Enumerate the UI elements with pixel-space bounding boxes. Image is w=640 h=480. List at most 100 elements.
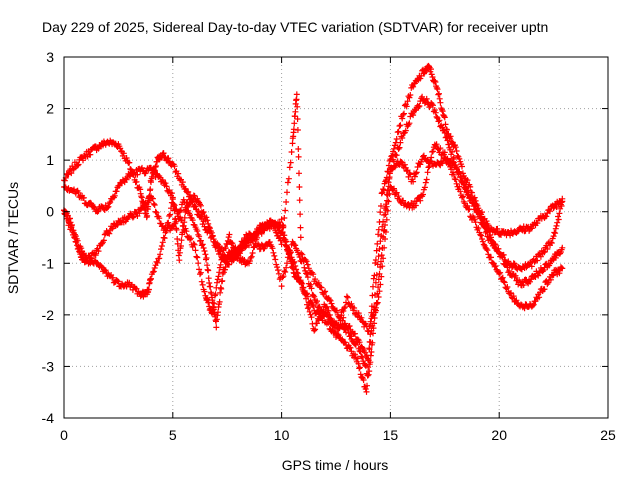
data-point [475,225,482,232]
data-point [117,145,124,152]
data-point [316,303,323,310]
data-point [148,275,154,282]
data-point [184,204,191,210]
data-point [407,171,414,178]
data-point [430,148,436,155]
data-point [214,279,220,286]
data-point [555,213,561,220]
data-point [213,324,220,331]
data-point [275,267,281,274]
data-point [367,318,374,325]
data-point [459,178,465,184]
data-point [393,136,400,142]
data-point [544,246,551,252]
data-point [272,256,279,263]
data-point [176,257,183,264]
data-point [147,186,154,193]
data-point [310,292,317,299]
data-point [370,283,376,290]
data-point [551,229,558,236]
data-point [323,303,330,310]
data-point [301,289,308,295]
data-point [455,170,462,177]
data-point [356,364,363,371]
data-point [231,245,238,252]
data-point [133,285,140,292]
y-tick-label: 2 [46,101,54,117]
series-trace-d [61,141,566,337]
data-point [537,250,543,257]
data-point [402,127,409,134]
data-point [393,189,400,196]
data-point [370,275,377,282]
data-point [342,304,349,310]
data-point [461,184,468,191]
data-point [535,272,542,279]
data-point [306,308,313,315]
data-point [69,222,75,228]
data-point [506,268,513,274]
data-point [545,279,552,286]
data-point [296,184,303,190]
data-point [434,86,441,93]
data-point [173,226,180,233]
data-point [123,176,130,183]
data-point [479,215,485,222]
data-point [297,211,304,218]
data-point [98,263,105,270]
data-point [204,217,211,224]
data-point [80,157,86,164]
data-point [210,304,217,311]
data-point [396,144,403,151]
data-point [174,240,181,247]
data-point [388,153,395,160]
data-point [293,91,300,98]
data-point [211,300,218,307]
data-point [167,211,174,218]
data-point [504,264,511,271]
y-tick-label: -4 [42,410,55,426]
data-point [386,175,393,182]
data-point [556,270,563,277]
data-point [366,323,373,330]
data-point [177,214,184,221]
data-point [75,189,82,196]
data-point [283,199,290,205]
data-point [197,269,204,276]
data-point [87,254,94,261]
data-point [199,281,206,288]
data-point [195,208,202,214]
data-point [395,193,402,200]
y-tick-label: 1 [46,152,54,168]
data-point [466,206,473,213]
data-point [110,274,116,281]
data-point [303,270,310,277]
y-tick-label: -2 [42,307,55,323]
data-point [181,199,188,206]
data-point [194,228,201,234]
data-point [215,309,221,316]
data-point [359,354,366,361]
data-point [465,191,472,198]
chart-title: Day 229 of 2025, Sidereal Day-to-day VTE… [42,19,548,35]
data-point [322,288,329,295]
data-point [243,243,250,250]
data-point [304,274,311,281]
data-point [433,113,440,120]
data-point [437,145,444,152]
data-point [481,221,488,228]
data-point [433,141,440,148]
data-point [308,314,315,321]
data-point [169,196,176,203]
data-point [457,188,464,195]
data-point [163,228,170,234]
data-point [483,218,490,225]
data-point [391,185,397,192]
data-point [114,221,121,228]
data-point [464,177,471,184]
data-point [297,277,304,284]
data-point [163,183,170,190]
data-point [458,173,465,180]
data-point [360,377,367,383]
data-point [343,293,350,300]
